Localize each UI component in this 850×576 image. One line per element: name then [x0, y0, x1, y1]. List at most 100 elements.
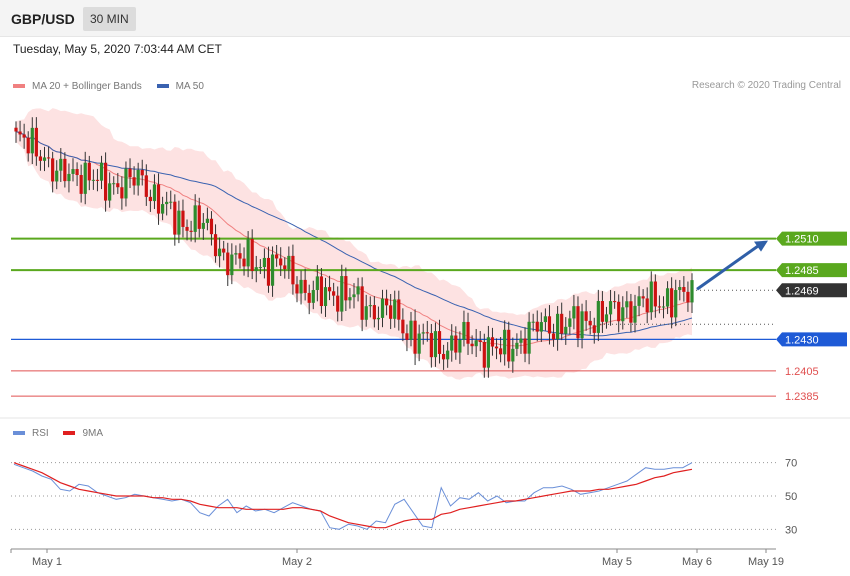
rsi-line	[13, 462, 693, 530]
candle-body	[674, 290, 678, 318]
level-1-2385-label: 1.2385	[785, 391, 819, 403]
candle-body	[173, 201, 177, 235]
candle-body	[246, 238, 250, 267]
candle-body	[690, 280, 694, 303]
level-1-2430-tag	[776, 332, 847, 347]
price-levels: 1.2510 1.2485 1.2469 1.2430 1.2405 1.2385	[11, 231, 847, 403]
target-arrow-head	[754, 240, 768, 252]
candle-body	[519, 338, 523, 343]
candle-body	[344, 276, 348, 301]
candles	[14, 117, 694, 378]
candle-body	[185, 226, 189, 231]
candle-body	[116, 183, 120, 188]
candle-body	[584, 311, 588, 321]
candle-body	[657, 306, 662, 308]
candle-body	[156, 184, 161, 214]
level-1-2485-label: 1.2485	[785, 265, 819, 277]
ma20-swatch	[13, 84, 25, 88]
candle-body	[678, 287, 682, 291]
candle-body	[128, 168, 132, 178]
candle-body	[340, 276, 344, 312]
level-1-2485-tag	[776, 263, 847, 278]
candle-body	[421, 332, 425, 334]
candle-body	[686, 291, 690, 303]
candle-body	[218, 248, 222, 257]
candle-body	[22, 134, 26, 138]
candle-body	[46, 157, 51, 159]
candle-body	[360, 286, 364, 320]
x-axis: May 1 May 2 May 5 May 6 May 19	[10, 548, 784, 568]
candle-body	[311, 290, 315, 303]
candle-body	[161, 204, 165, 214]
candle-body	[189, 230, 193, 232]
candle-body	[560, 313, 564, 334]
timeframe-button[interactable]: 30 MIN	[83, 7, 136, 31]
candle-body	[348, 297, 352, 301]
candle-body	[230, 254, 234, 276]
candle-body	[26, 137, 30, 154]
candle-body	[55, 170, 59, 182]
candle-body	[238, 253, 242, 259]
candle-body	[564, 326, 568, 334]
price-legend: MA 20 + Bollinger Bands MA 50	[13, 80, 216, 92]
candle-body	[103, 162, 108, 201]
candle-body	[604, 314, 609, 322]
candle-body	[327, 287, 332, 292]
candle-body	[389, 305, 393, 319]
candle-body	[291, 255, 295, 285]
candle-body	[144, 175, 148, 197]
candle-body	[75, 169, 79, 176]
candle-body	[543, 316, 547, 323]
candle-body	[209, 218, 214, 235]
candle-body	[352, 294, 356, 298]
candle-body	[364, 306, 368, 320]
candle-body	[425, 332, 429, 334]
candle-body	[454, 335, 458, 353]
candle-body	[315, 276, 319, 291]
candle-body	[499, 348, 503, 355]
candle-body	[547, 316, 552, 334]
x-tick-label: May 2	[282, 556, 312, 568]
candle-body	[450, 335, 454, 351]
candle-body	[596, 301, 600, 333]
candle-body	[287, 255, 291, 270]
candle-body	[665, 288, 670, 307]
candle-body	[140, 169, 144, 176]
candle-body	[323, 287, 328, 307]
level-1-2510-label: 1.2510	[785, 234, 819, 246]
candle-body	[490, 337, 495, 347]
candle-body	[181, 210, 185, 227]
candle-body	[319, 276, 324, 307]
level-1-2510-tag	[776, 231, 847, 246]
candle-body	[661, 306, 666, 308]
candle-body	[511, 348, 515, 362]
candle-body	[262, 257, 267, 268]
candle-body	[441, 353, 446, 360]
level-1-2430-label: 1.2430	[785, 334, 819, 346]
x-tick-label: May 5	[602, 556, 632, 568]
candle-body	[629, 301, 633, 323]
candle-body	[576, 306, 580, 339]
candle-body	[380, 298, 385, 318]
candle-body	[486, 337, 490, 368]
candle-body	[95, 179, 100, 181]
candle-body	[633, 305, 637, 323]
x-tick-label: May 1	[32, 556, 62, 568]
candle-body	[413, 320, 417, 354]
candle-body	[222, 248, 226, 253]
candle-body	[446, 350, 450, 360]
candle-body	[83, 162, 87, 194]
candle-body	[572, 306, 576, 319]
bollinger-band-area	[16, 108, 692, 380]
candle-body	[368, 305, 372, 307]
timestamp: Tuesday, May 5, 2020 7:03:44 AM CET	[13, 42, 222, 56]
candle-body	[551, 333, 556, 340]
candle-body	[132, 177, 136, 186]
candle-body	[34, 127, 38, 157]
candle-body	[641, 296, 645, 299]
candle-body	[653, 281, 657, 307]
candle-body	[372, 305, 376, 320]
candle-body	[682, 287, 686, 292]
candle-body	[621, 307, 625, 322]
